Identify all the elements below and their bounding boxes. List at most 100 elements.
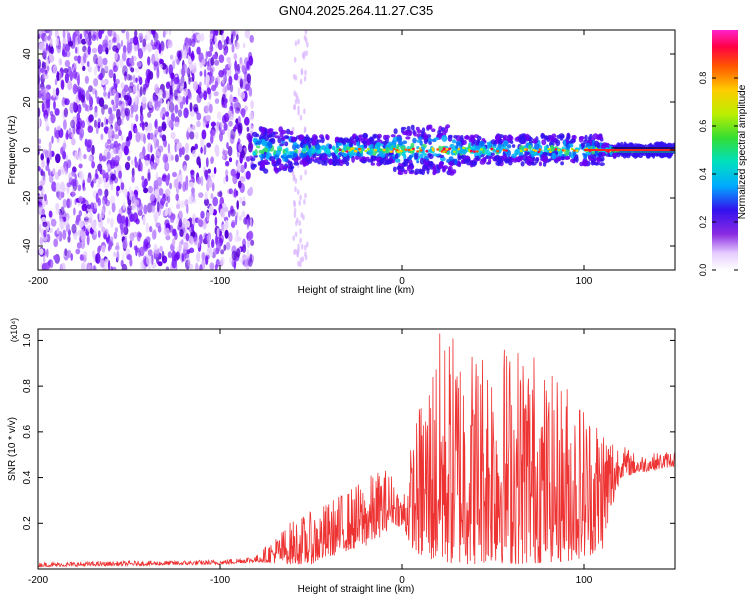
heatmap-hotspot (399, 149, 403, 153)
heatmap-cell (65, 222, 70, 233)
heatmap-cell (303, 126, 307, 133)
heatmap-cell (55, 87, 60, 96)
heatmap-cell (98, 214, 103, 221)
heatmap-cell (307, 136, 311, 142)
heatmap-cell (318, 155, 323, 160)
heatmap-cell (78, 220, 84, 228)
heatmap-cell (188, 181, 195, 188)
heatmap-cell (304, 169, 307, 176)
heatmap-cell (186, 249, 191, 255)
heatmap-cell (188, 235, 194, 245)
heatmap-cell (60, 79, 65, 90)
heatmap-cell (417, 136, 423, 141)
heatmap-cell (426, 124, 432, 130)
heatmap-cell (237, 180, 242, 189)
heatmap-cell (90, 181, 94, 187)
heatmap-cell (185, 175, 189, 186)
heatmap-cell (118, 129, 122, 137)
heatmap-cell (39, 236, 43, 246)
heatmap-cell (76, 179, 79, 188)
heatmap-cell (361, 140, 368, 144)
heatmap-cell (282, 166, 288, 170)
heatmap-cell (136, 83, 140, 91)
heatmap-cell (46, 248, 49, 258)
heatmap-cell (341, 140, 346, 143)
heatmap-cell (167, 251, 173, 259)
heatmap-cell (110, 173, 116, 181)
heatmap-cell (596, 134, 601, 141)
heatmap-cell (228, 120, 233, 127)
heatmap-cell (85, 89, 90, 101)
heatmap-cell (204, 169, 209, 181)
heatmap-cell (311, 134, 318, 140)
heatmap-hotspot (448, 147, 452, 150)
heatmap-cell (84, 212, 90, 219)
heatmap-cell (471, 146, 475, 150)
heatmap-cell (147, 56, 151, 66)
heatmap-cell (651, 154, 656, 158)
heatmap-cell (113, 73, 116, 83)
heatmap-cell (126, 136, 130, 142)
heatmap-cell (173, 89, 178, 100)
snr-ytick-label: 0.8 (22, 379, 33, 393)
heatmap-cell (153, 179, 159, 190)
heatmap-cell (408, 129, 413, 137)
heatmap-cell (182, 49, 187, 59)
heatmap-cell (225, 169, 229, 178)
heatmap-cell (282, 153, 287, 157)
heatmap-cell (462, 139, 467, 145)
heatmap-cell (161, 250, 165, 261)
heatmap-cell (368, 148, 374, 156)
heatmap-cell (196, 120, 201, 128)
heatmap-cell (120, 135, 124, 141)
heatmap-cell (423, 153, 427, 157)
heatmap-cell (500, 144, 504, 151)
heatmap-cell (203, 218, 206, 229)
heatmap-cell (113, 134, 120, 140)
heatmap-hotspot (445, 148, 449, 151)
heatmap-cell (659, 153, 665, 159)
heatmap-cell (87, 39, 92, 46)
heatmap-cell (293, 212, 297, 219)
heatmap-cell (311, 149, 316, 154)
heatmap-cell (126, 73, 131, 81)
heatmap-cell (580, 142, 586, 148)
heatmap-cell (80, 171, 84, 179)
heatmap-cell (206, 51, 213, 57)
heatmap-cell (57, 190, 63, 201)
heatmap-cell (91, 161, 95, 169)
heatmap-cell (168, 207, 172, 216)
heatmap-cell (526, 158, 530, 166)
heatmap-cell (186, 204, 189, 215)
heatmap-hotspot (419, 149, 423, 152)
heatmap-cell (55, 153, 61, 164)
heatmap-cell (113, 32, 117, 38)
heatmap-cell (62, 150, 67, 160)
heatmap-cell (215, 42, 219, 49)
heatmap-cell (274, 167, 280, 174)
heatmap-cell (42, 221, 48, 228)
heatmap-cell (121, 109, 125, 120)
heatmap-cell (62, 198, 67, 208)
heatmap-cell (142, 216, 146, 226)
heatmap-cell (236, 200, 239, 210)
heatmap-cell (532, 157, 536, 162)
heatmap-cell (43, 73, 49, 80)
heatmap-cell (157, 261, 163, 267)
heatmap-cell (86, 204, 92, 210)
heatmap-cell (236, 229, 239, 237)
heatmap-cell (229, 84, 234, 93)
heatmap-cell (587, 155, 592, 160)
heatmap-cell (406, 165, 411, 172)
heatmap-cell (220, 30, 223, 36)
heatmap-cell (402, 131, 407, 136)
heatmap-cell (448, 162, 453, 165)
heatmap-cell (240, 149, 245, 159)
heatmap-cell (573, 156, 578, 162)
heatmap-cell (519, 145, 524, 151)
heatmap-cell (108, 239, 113, 250)
snr-multiplier: (x10⁴) (9, 318, 19, 342)
heatmap-cell (138, 202, 143, 212)
heatmap-cell (212, 247, 217, 258)
heatmap-cell (299, 174, 303, 181)
